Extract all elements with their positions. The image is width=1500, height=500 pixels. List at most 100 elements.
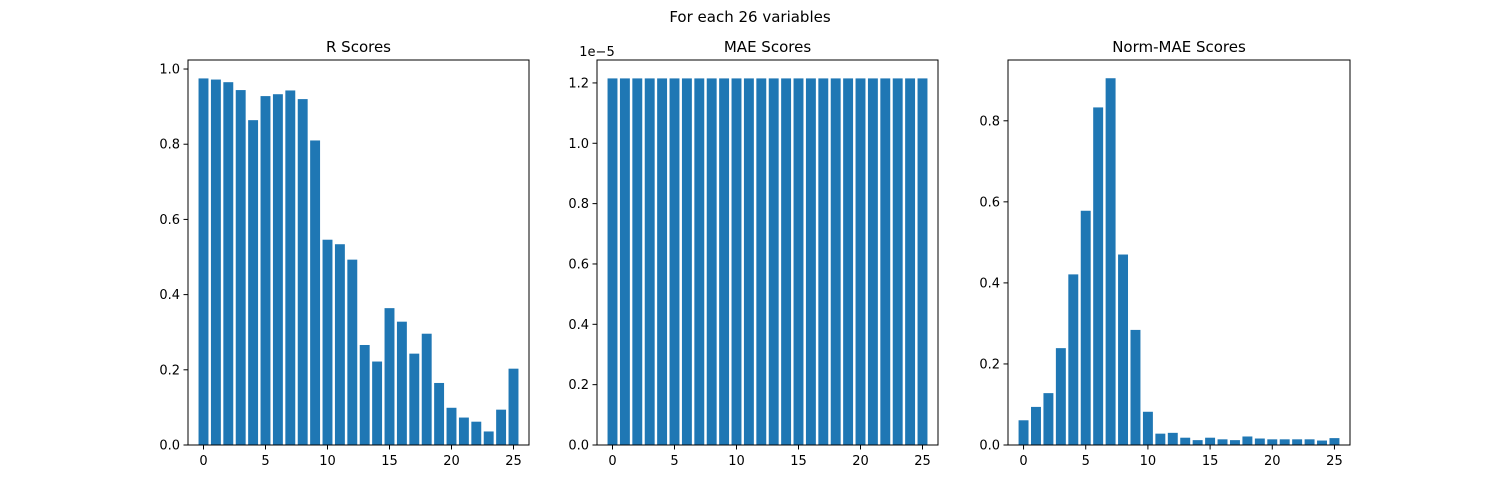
y-tick-label: 0.4 [159, 288, 180, 303]
bar [396, 321, 407, 445]
x-tick-label: 10 [319, 454, 336, 469]
y-tick-label: 0.8 [568, 197, 589, 212]
x-tick-label: 25 [914, 454, 931, 469]
y-tick-label: 0.4 [568, 318, 589, 333]
bar [421, 333, 432, 445]
bar [830, 78, 841, 445]
bar [1292, 439, 1303, 445]
bar [1093, 107, 1104, 446]
bar [1329, 438, 1340, 445]
bar [1080, 210, 1091, 445]
bar [471, 421, 482, 445]
bar [743, 78, 754, 445]
bar [1192, 440, 1203, 445]
y-tick-label: 0.8 [979, 114, 1000, 129]
chart-panel-2: MAE Scores 0 5 10 15 20 25 0.0 0.2 0.4 0.6 0.8 1.0 1.… [568, 38, 939, 469]
bar [285, 90, 296, 445]
bar [892, 78, 903, 445]
bar [384, 308, 395, 445]
x-tick-label: 0 [608, 454, 616, 469]
bar [1031, 406, 1041, 445]
bar [347, 259, 358, 445]
bar [458, 417, 469, 445]
bar [1304, 439, 1315, 445]
y-tick-label: 0.6 [979, 195, 1000, 210]
x-tick-label: 20 [1264, 454, 1281, 469]
x-tick-label: 15 [790, 454, 807, 469]
bar [905, 78, 916, 445]
bar [223, 82, 234, 445]
bar [334, 244, 345, 445]
bar [917, 78, 928, 445]
bar [1130, 329, 1141, 445]
bar [446, 407, 457, 445]
chart-title: R Scores [326, 38, 391, 56]
bar [756, 78, 767, 445]
bar [855, 78, 866, 445]
bar [1167, 432, 1178, 445]
bar [1267, 439, 1278, 445]
bar [805, 78, 816, 445]
bar [310, 140, 321, 445]
chart-title: Norm-MAE Scores [1112, 38, 1246, 56]
x-tick-label: 5 [261, 454, 269, 469]
bar [1105, 78, 1116, 445]
y-tick-label: 0.2 [159, 363, 180, 378]
bar [483, 431, 494, 445]
x-tick-label: 15 [1202, 454, 1219, 469]
bar [198, 78, 209, 445]
bar [210, 79, 221, 445]
bar [1242, 436, 1253, 445]
bar [372, 361, 383, 445]
bar [496, 409, 507, 445]
y-tick-label: 0.2 [979, 357, 1000, 372]
y-tick-label: 0.8 [159, 138, 180, 153]
bar [359, 344, 370, 445]
x-tick-label: 5 [670, 454, 678, 469]
bar [632, 78, 643, 445]
x-tick-label: 0 [1019, 454, 1027, 469]
x-tick-label: 5 [1082, 454, 1090, 469]
bar [843, 78, 854, 445]
bar [409, 353, 420, 445]
x-tick-label: 25 [505, 454, 522, 469]
bar [272, 94, 283, 445]
y-tick-label: 0.0 [979, 439, 1000, 454]
bar [694, 78, 705, 445]
bar [434, 382, 445, 445]
bar [706, 78, 717, 445]
bar [818, 78, 829, 445]
bar [619, 78, 630, 445]
bar [1217, 439, 1228, 445]
bar [1142, 411, 1153, 445]
x-tick-label: 20 [852, 454, 869, 469]
bar [322, 239, 333, 445]
chart-panel-1: R Scores 0 5 10 15 20 25 0.0 0.2 0.4 0.6 0.8 1.0 [159, 38, 530, 469]
x-tick-label: 20 [443, 454, 460, 469]
bar [1118, 254, 1129, 445]
bar [731, 78, 742, 445]
y-tick-label: 1.0 [568, 137, 589, 152]
axes-frame [1007, 59, 1351, 446]
bar [1254, 438, 1265, 445]
bar [607, 78, 618, 445]
bar [781, 78, 792, 445]
bar [657, 78, 668, 445]
y-tick-label: 0.6 [159, 213, 180, 228]
y-tick-label: 0.4 [979, 276, 1000, 291]
figure-suptitle: For each 26 variables [669, 8, 831, 26]
bar [1229, 440, 1240, 445]
bar [260, 96, 271, 445]
y-tick-label: 1.0 [159, 63, 180, 78]
bar [880, 78, 891, 445]
y-tick-label: 1.2 [568, 76, 589, 91]
bar [1155, 433, 1166, 445]
bar [1180, 437, 1191, 445]
bar [508, 368, 519, 445]
bar [1068, 274, 1079, 445]
axes-frame [187, 59, 530, 446]
chart-panel-3: Norm-MAE Scores 0 5 10 15 20 25 0.0 0.2 0.4 0.6 0.8 [979, 38, 1351, 469]
bar [1018, 420, 1029, 445]
bar [1055, 348, 1066, 445]
